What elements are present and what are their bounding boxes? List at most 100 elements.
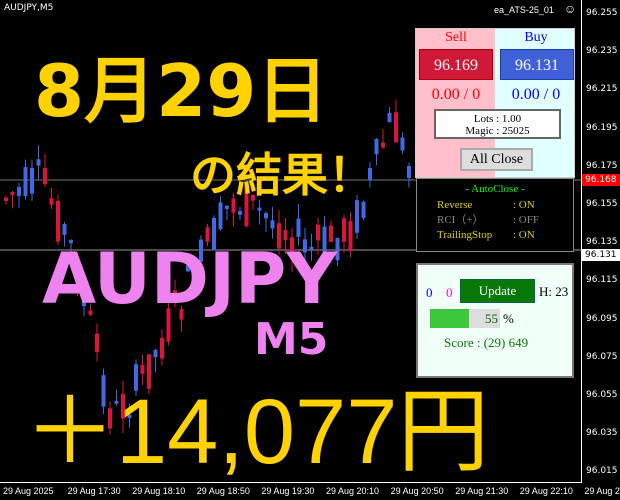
time-tick-label: 29 Aug 22: (584, 486, 620, 496)
buy-button[interactable]: 96.131 (500, 49, 574, 80)
count-a: 0 (426, 285, 433, 300)
candle-body (400, 137, 405, 151)
price-tick-label: 96.155 (586, 199, 618, 209)
candle-body (212, 217, 216, 251)
candle-body (43, 168, 47, 185)
candle-body (361, 201, 366, 219)
candle-body (140, 364, 145, 374)
candle-body (75, 260, 80, 293)
candle-body (114, 400, 119, 404)
candle-body (69, 240, 73, 244)
candle-body (30, 167, 34, 194)
price-tick-label: 96.195 (586, 122, 618, 133)
candle-body (251, 194, 255, 201)
overlay-date: 8月29日 (34, 49, 329, 133)
candle-body (322, 226, 327, 252)
candle-body (17, 187, 21, 196)
candle-body (4, 197, 8, 202)
overlay-result: の結果！ (190, 148, 374, 202)
sell-pl: 0.00 / 0 (431, 86, 481, 103)
candle-body (329, 225, 333, 242)
price-tick-label: 96.015 (586, 466, 618, 477)
update-button[interactable]: Update (460, 279, 535, 303)
candle-body (10, 191, 15, 196)
candle-body (231, 198, 236, 213)
trailingstop-label: TrailingStop (437, 229, 493, 241)
candle-body (290, 237, 294, 260)
candle-body (186, 264, 190, 272)
time-tick-label: 29 Aug 18:10 (132, 486, 186, 496)
score-label: Score : (29) 649 (444, 335, 529, 350)
time-tick-label: 29 Aug 21:30 (455, 486, 509, 496)
ask-price-label: 96.131 (582, 249, 620, 261)
candle-body (257, 207, 262, 211)
price-tick-label: 96.135 (586, 237, 618, 248)
buy-pl: 0.00 / 0 (511, 86, 561, 103)
progress-fill (430, 309, 469, 328)
hours-label: H: 23 (539, 284, 569, 299)
candle-body (23, 167, 28, 197)
candle-body (225, 205, 229, 209)
candle-body (355, 200, 359, 233)
rci-value: : OFF (513, 214, 539, 226)
price-tick-label: 96.235 (586, 46, 618, 57)
candle-body (283, 230, 288, 241)
overlay-pair: AUDJPY (42, 238, 338, 320)
time-tick-label: 29 Aug 20:50 (390, 486, 444, 496)
candle-body (303, 239, 307, 253)
time-axis-line (0, 482, 582, 483)
candle-body (218, 202, 223, 230)
candle-body (264, 213, 268, 219)
candle-body (173, 290, 177, 297)
sell-button[interactable]: 96.169 (419, 49, 493, 80)
progress-value: 55 (485, 311, 498, 326)
time-tick-label: 29 Aug 18:50 (196, 486, 250, 496)
price-tick-label: 96.215 (586, 84, 618, 95)
price-tick-label: 96.075 (586, 351, 618, 362)
candle-body (127, 414, 132, 419)
candle-body (82, 296, 86, 307)
candle-body (387, 113, 392, 123)
candle-body (296, 218, 301, 237)
ea-name: ea_ATS-25_01 (494, 5, 554, 15)
smiley-icon: ☺ (564, 2, 577, 16)
candle-body (244, 186, 249, 227)
lots-magic-box: Lots : 1.00 Magic : 25025 (434, 109, 561, 139)
candle-body (394, 112, 398, 143)
candle-body (407, 165, 411, 178)
candle-body (342, 218, 346, 242)
candle-body (205, 227, 210, 242)
candle-body (368, 168, 372, 180)
progress-bar: 55 (430, 309, 500, 328)
candle-body (153, 350, 158, 358)
candle-body (62, 224, 67, 235)
candlestick-chart (0, 99, 582, 436)
price-tick-label: 96.095 (586, 313, 618, 324)
magic-value: Magic : 25025 (465, 125, 530, 137)
price-tick-label: 96.175 (586, 160, 618, 171)
chart-symbol: AUDJPY,M5 (4, 3, 54, 13)
percent-sign: % (503, 311, 514, 326)
candle-body (192, 276, 197, 292)
candle-body (108, 408, 112, 429)
candle-body (316, 224, 320, 241)
autoclose-panel: - AutoClose - Reverse : ON RCI（+） : OFF … (416, 178, 574, 252)
candle-body (335, 237, 340, 261)
price-tick-label: 96.115 (586, 275, 618, 286)
time-tick-label: 29 Aug 22:10 (519, 486, 573, 496)
candle-body (179, 309, 184, 320)
price-tick-label: 96.255 (586, 8, 618, 18)
candle-body (134, 364, 138, 391)
all-close-button[interactable]: All Close (460, 148, 533, 171)
autoclose-title: - AutoClose - (465, 183, 525, 195)
sell-label: Sell (445, 30, 467, 45)
candle-body (166, 308, 171, 342)
overlay-timeframe: M5 (254, 314, 329, 365)
candle-body (199, 239, 203, 262)
time-tick-label: 29 Aug 17:30 (67, 486, 121, 496)
candle-body (374, 139, 379, 155)
candle-body (121, 393, 125, 419)
reverse-value: : ON (513, 199, 535, 211)
candle-body (95, 333, 99, 352)
time-tick-label: 29 Aug 2025 (3, 486, 54, 496)
